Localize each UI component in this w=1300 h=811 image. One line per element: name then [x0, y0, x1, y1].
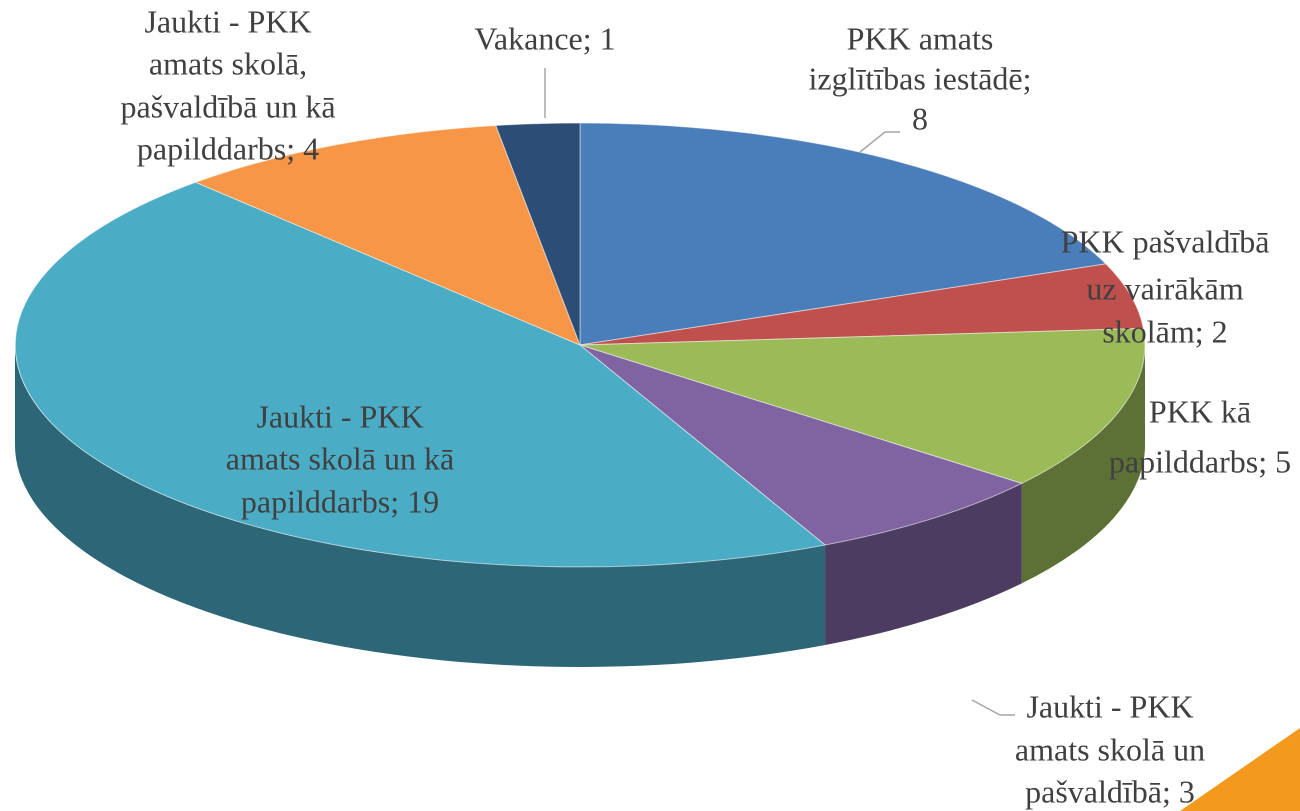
data-label: izglītības iestādē;	[808, 60, 1031, 96]
data-label: Jaukti - PKK	[1026, 688, 1193, 724]
data-label: PKK pašvaldībā	[1061, 223, 1270, 259]
slice-side	[1021, 345, 1145, 584]
data-label: 8	[912, 100, 928, 136]
slice	[579, 327, 1146, 484]
data-label: Jaukti - PKK	[256, 398, 423, 434]
data-label: uz vairākām	[1086, 270, 1243, 306]
data-label: skolām; 2	[1102, 313, 1227, 349]
side-shade	[825, 483, 1022, 645]
slice	[194, 124, 581, 346]
data-label: PKK amats	[847, 20, 994, 56]
slice	[495, 122, 581, 346]
pie	[14, 122, 1146, 667]
side-shade	[1021, 345, 1145, 584]
data-label: papilddarbs; 5	[1109, 443, 1291, 479]
data-label: pašvaldībā un kā	[120, 88, 335, 124]
slice	[579, 263, 1145, 346]
slice-side	[825, 483, 1022, 645]
side-shade	[15, 345, 826, 667]
data-label: amats skolā un	[1015, 731, 1205, 767]
data-label: papilddarbs; 4	[137, 130, 319, 166]
corner-decoration	[1180, 728, 1300, 811]
slice	[579, 344, 1024, 546]
data-label: pašvaldībā; 3	[1025, 773, 1195, 809]
slice	[579, 122, 1107, 346]
data-label: amats skolā,	[149, 45, 307, 81]
data-label: Jaukti - PKK	[144, 3, 311, 39]
slice-side	[15, 345, 826, 667]
labels: PKK amats izglītības iestādē; 8 PKK pašvald…	[120, 3, 1291, 809]
slice	[14, 181, 827, 568]
data-label: papilddarbs; 19	[241, 483, 439, 519]
data-label: amats skolā un kā	[226, 440, 454, 476]
leader-line	[971, 699, 1015, 716]
data-label: Vakance; 1	[474, 20, 615, 56]
data-label: PKK kā	[1149, 393, 1251, 429]
leader-line	[859, 131, 900, 153]
